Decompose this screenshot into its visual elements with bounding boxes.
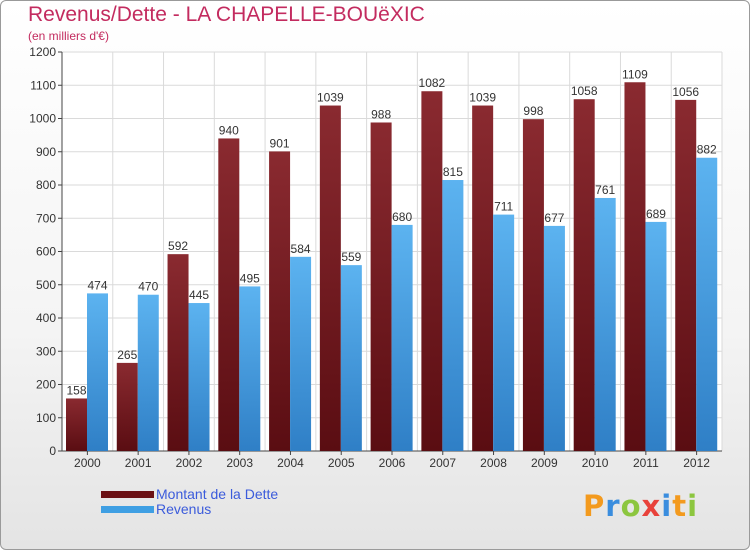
data-label-debt: 1039 (469, 91, 496, 105)
bar-debt (675, 99, 697, 451)
logo-letter: P (583, 489, 606, 523)
bar-debt (573, 99, 595, 451)
x-tick-label: 2009 (531, 456, 558, 470)
data-label-revenue: 689 (646, 207, 666, 221)
y-tick-label: 1200 (29, 45, 56, 59)
bar-revenue (493, 214, 515, 451)
bar-debt (522, 119, 544, 451)
bar-debt (472, 105, 494, 451)
data-label-debt: 158 (66, 383, 86, 397)
y-tick-label: 700 (36, 211, 56, 225)
data-label-revenue: 711 (494, 200, 513, 214)
y-tick-label: 1000 (29, 112, 56, 126)
proxiti-logo: Proxiti (583, 489, 698, 523)
data-label-revenue: 815 (443, 165, 463, 179)
bar-debt (116, 362, 138, 451)
logo-letter: o (620, 489, 642, 523)
data-label-revenue: 495 (240, 271, 260, 285)
x-tick-label: 2001 (125, 456, 152, 470)
x-tick-label: 2010 (582, 456, 609, 470)
chart-subtitle: (en milliers d'€) (28, 29, 109, 43)
bar-debt (218, 138, 240, 451)
x-tick-label: 2006 (379, 456, 406, 470)
bar-revenue (340, 265, 362, 451)
data-label-revenue: 882 (697, 143, 717, 157)
legend-swatch-revenue (101, 506, 154, 513)
bar-debt (624, 82, 646, 451)
logo-letter: i (661, 489, 673, 523)
data-label-debt: 998 (523, 104, 543, 118)
data-label-revenue: 470 (138, 280, 158, 294)
data-label-debt: 988 (371, 107, 391, 121)
bar-revenue (87, 293, 108, 451)
bar-revenue (645, 221, 667, 451)
y-tick-label: 500 (36, 278, 56, 292)
y-tick-label: 800 (36, 178, 56, 192)
data-label-revenue: 677 (544, 211, 564, 225)
data-label-revenue: 474 (87, 278, 107, 292)
x-tick-label: 2007 (429, 456, 456, 470)
bar-debt (319, 105, 341, 451)
chart-title: Revenus/Dette - LA CHAPELLE-BOUëXIC (28, 3, 425, 26)
legend-item-revenue: Revenus (101, 502, 278, 517)
legend-label-revenue: Revenus (156, 501, 212, 517)
data-label-debt: 1056 (672, 85, 699, 99)
data-label-debt: 1109 (622, 67, 648, 81)
y-tick-label: 900 (36, 145, 56, 159)
data-label-debt: 1082 (419, 76, 446, 90)
y-tick-label: 300 (36, 344, 56, 358)
bar-debt (421, 91, 443, 452)
data-label-debt: 901 (270, 136, 290, 150)
y-tick-label: 1100 (30, 78, 56, 92)
data-label-debt: 1039 (317, 91, 344, 105)
y-tick-label: 0 (49, 444, 56, 458)
bar-revenue (239, 286, 261, 451)
x-tick-label: 2008 (480, 456, 507, 470)
bar-debt (66, 398, 87, 451)
legend-label-debt: Montant de la Dette (156, 486, 279, 502)
logo-letter: r (605, 489, 621, 523)
data-label-revenue: 584 (291, 242, 311, 256)
x-tick-label: 2003 (226, 456, 253, 470)
logo-letter: i (687, 489, 699, 523)
data-label-revenue: 680 (392, 210, 412, 224)
y-tick-label: 600 (36, 245, 56, 259)
bar-revenue (442, 180, 464, 451)
data-label-revenue: 445 (189, 288, 209, 302)
bar-revenue (391, 224, 413, 451)
logo-letter: t (672, 489, 688, 523)
data-label-revenue: 559 (341, 250, 361, 264)
y-tick-label: 100 (36, 411, 56, 425)
data-label-revenue: 761 (595, 183, 615, 197)
data-label-debt: 1058 (571, 84, 598, 98)
chart-legend: Montant de la Dette Revenus (101, 487, 278, 517)
x-tick-label: 2012 (683, 456, 710, 470)
bar-revenue (137, 294, 159, 451)
bar-debt (370, 122, 392, 452)
data-label-debt: 265 (117, 348, 137, 362)
bar-revenue (290, 256, 312, 451)
logo-letter: x (641, 489, 662, 523)
data-label-debt: 592 (168, 239, 188, 253)
y-tick-label: 400 (36, 311, 56, 325)
data-label-debt: 940 (219, 123, 239, 137)
x-tick-label: 2002 (176, 456, 203, 470)
bar-chart: 0 100 200 300 400 500 600 700 800 900 1000 1100 1200… (29, 45, 723, 470)
x-tick-label: 2011 (633, 456, 659, 470)
legend-item-debt: Montant de la Dette (101, 487, 278, 502)
legend-swatch-debt (101, 491, 154, 498)
bar-revenue (594, 197, 616, 451)
bar-debt (167, 254, 189, 451)
y-tick-label: 200 (36, 378, 56, 392)
x-tick-label: 2000 (74, 456, 101, 470)
x-tick-label: 2004 (277, 456, 304, 470)
x-tick-label: 2005 (328, 456, 355, 470)
bar-revenue (696, 157, 718, 452)
bar-debt (269, 151, 291, 452)
bar-revenue (188, 303, 210, 451)
bar-revenue (543, 225, 565, 451)
